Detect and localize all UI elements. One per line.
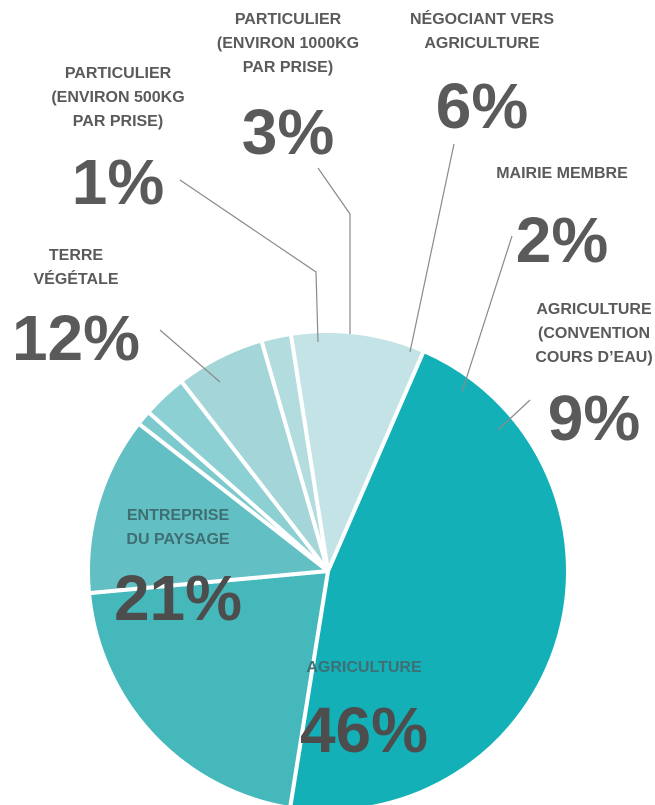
- slice-percent-label: 46%: [300, 694, 428, 766]
- slice-category-line: AGRICULTURE: [306, 659, 422, 676]
- slice-percent-label: 6%: [436, 70, 529, 142]
- pie-slice: [86, 421, 330, 596]
- slice-category-line: PARTICULIER: [65, 65, 172, 82]
- slice-percent-label: 1%: [72, 146, 165, 218]
- slice-category-line: AGRICULTURE: [536, 301, 652, 318]
- leader-lines: [159, 143, 531, 431]
- slice-category-label: AGRICULTURE: [306, 659, 422, 676]
- slice-category-label: ENTREPRISE DU PAYSAGE: [126, 507, 229, 548]
- slice-category-line: VÉGÉTALE: [33, 269, 118, 288]
- slice-category-label: AGRICULTURE (CONVENTION COURS D’EAU): [535, 301, 652, 366]
- slice-percent-label: 9%: [548, 382, 641, 454]
- slice-category-line: ENTREPRISE: [127, 507, 230, 524]
- slice-category-line: COURS D’EAU): [535, 349, 652, 366]
- slice-category-line: (CONVENTION: [538, 325, 650, 342]
- slice-category-line: (ENVIRON 1000KG: [217, 35, 359, 52]
- slice-percent-label: 2%: [516, 204, 609, 276]
- slice-percent-label: 21%: [114, 562, 242, 634]
- pie-slices: [86, 329, 570, 805]
- slice-category-line: TERRE: [49, 247, 104, 264]
- leader-line: [159, 329, 221, 383]
- slice-category-line: PAR PRISE): [243, 59, 333, 76]
- slice-category-line: DU PAYSAGE: [126, 531, 229, 548]
- slice-category-label: NÉGOCIANT VERS AGRICULTURE: [410, 9, 554, 52]
- slice-category-label: TERRE VÉGÉTALE: [33, 247, 118, 288]
- slice-category-line: PAR PRISE): [73, 113, 163, 130]
- pie-slice: [288, 329, 426, 573]
- slice-percent-label: 3%: [242, 96, 335, 168]
- leader-line: [461, 235, 513, 393]
- leader-line: [317, 167, 351, 334]
- leader-line: [179, 179, 319, 343]
- slice-percent-label: 12%: [12, 302, 140, 374]
- slice-category-line: PARTICULIER: [235, 11, 342, 28]
- slice-category-label: PARTICULIER (ENVIRON 1000KG PAR PRISE): [217, 11, 359, 76]
- slice-category-line: (ENVIRON 500KG: [51, 89, 184, 106]
- leader-line: [409, 143, 455, 353]
- slice-category-line: MAIRIE MEMBRE: [496, 165, 628, 182]
- slice-category-label: MAIRIE MEMBRE: [496, 165, 628, 182]
- pie-slice: [288, 348, 570, 805]
- leader-line: [497, 399, 531, 431]
- slice-category-line: AGRICULTURE: [424, 35, 540, 52]
- slice-category-line: NÉGOCIANT VERS: [410, 9, 554, 28]
- slice-labels: AGRICULTURE 46% ENTREPRISE DU PAYSAGE 21% TER…: [12, 9, 653, 766]
- pie-slice: [87, 569, 330, 805]
- slice-category-label: PARTICULIER (ENVIRON 500KG PAR PRISE): [51, 65, 184, 130]
